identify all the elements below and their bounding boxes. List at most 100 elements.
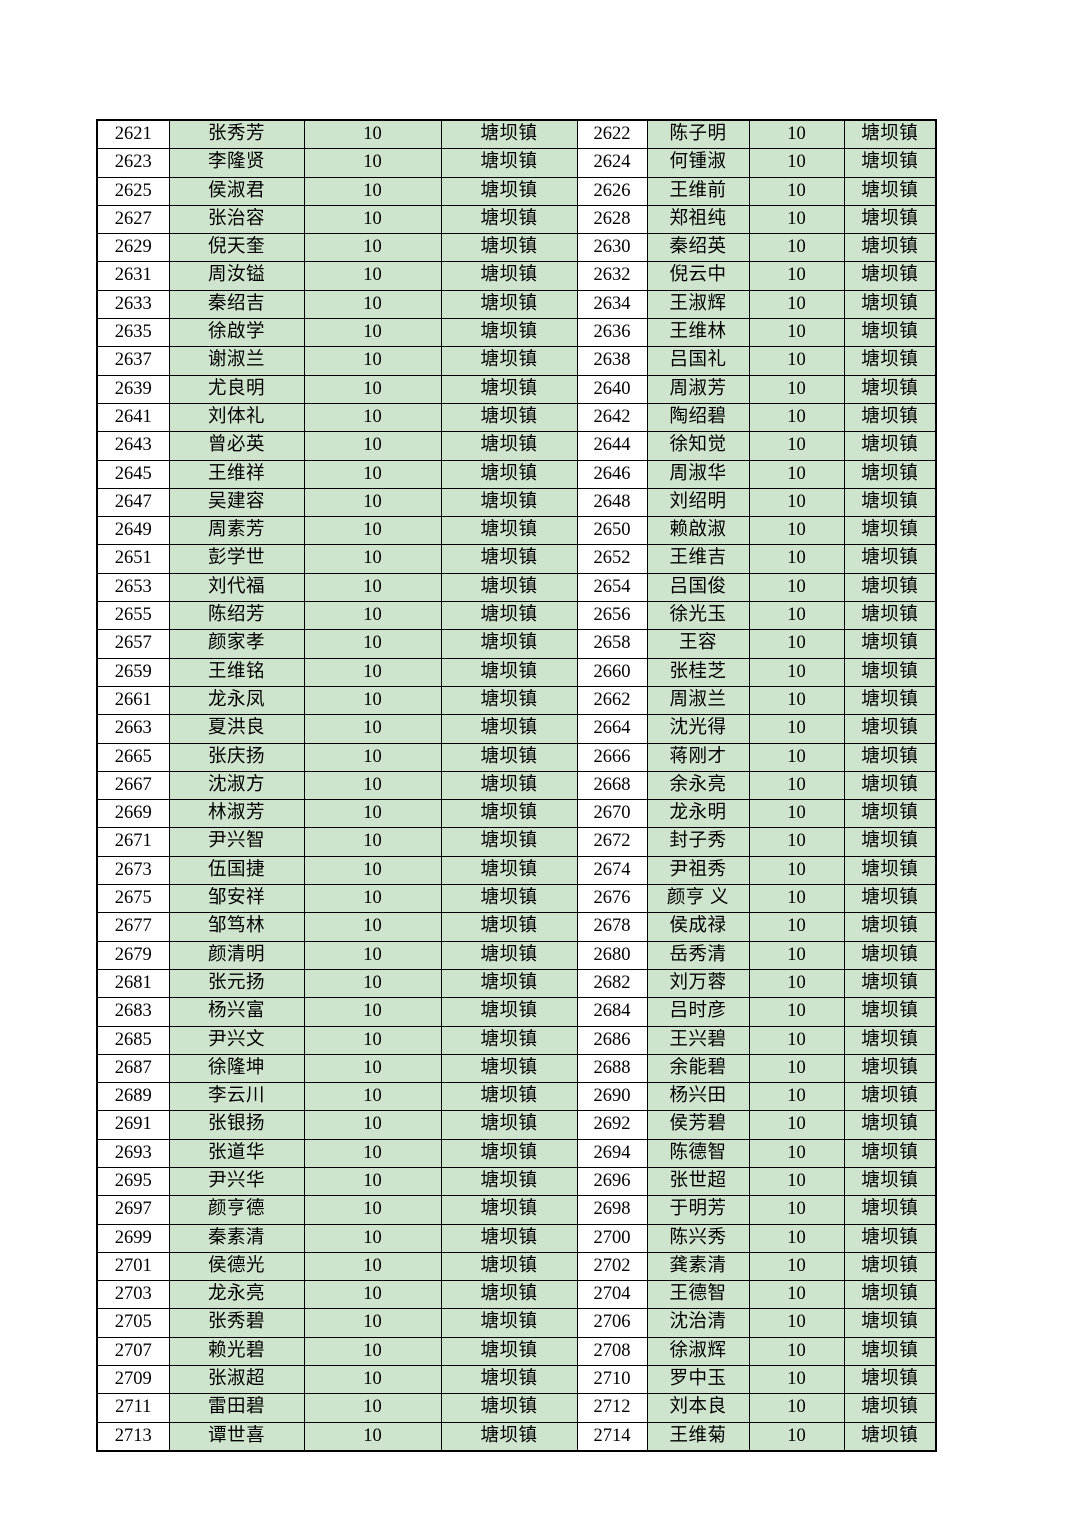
row-id-left: 2667	[96, 770, 170, 801]
table-row: 2661 龙永凤 10 塘坝镇 2662 周淑兰 10 塘坝镇	[96, 685, 937, 716]
row-id-right: 2694	[576, 1138, 648, 1168]
row-amount-left: 10	[303, 968, 442, 999]
row-town-right: 塘坝镇	[843, 1223, 937, 1253]
row-town-left: 塘坝镇	[440, 827, 578, 857]
row-town-right: 塘坝镇	[843, 657, 937, 687]
row-name-left: 刘代福	[168, 572, 305, 603]
row-amount-right: 10	[748, 1308, 845, 1338]
row-id-left: 2693	[96, 1138, 170, 1168]
row-id-left: 2709	[96, 1365, 170, 1395]
row-town-left: 塘坝镇	[440, 1110, 578, 1140]
row-name-left: 伍国捷	[168, 855, 305, 886]
row-amount-left: 10	[303, 261, 442, 291]
row-town-right: 塘坝镇	[843, 855, 937, 886]
row-town-left: 塘坝镇	[440, 176, 578, 206]
table-row: 2707 赖光碧 10 塘坝镇 2708 徐淑辉 10 塘坝镇	[96, 1336, 937, 1367]
row-id-left: 2651	[96, 544, 170, 574]
row-amount-right: 10	[748, 119, 845, 150]
row-name-right: 岳秀清	[646, 940, 750, 970]
row-id-left: 2669	[96, 799, 170, 829]
row-name-right: 龚素清	[646, 1251, 750, 1282]
row-town-right: 塘坝镇	[843, 799, 937, 829]
row-amount-left: 10	[303, 912, 442, 942]
row-town-left: 塘坝镇	[440, 1082, 578, 1112]
row-town-left: 塘坝镇	[440, 799, 578, 829]
row-town-left: 塘坝镇	[440, 148, 578, 178]
row-amount-right: 10	[748, 629, 845, 659]
row-town-right: 塘坝镇	[843, 940, 937, 970]
row-name-right: 吕国礼	[646, 346, 750, 376]
row-name-left: 尹兴文	[168, 1025, 305, 1055]
row-town-left: 塘坝镇	[440, 1393, 578, 1423]
row-amount-left: 10	[303, 1336, 442, 1367]
row-town-right: 塘坝镇	[843, 318, 937, 348]
row-town-left: 塘坝镇	[440, 855, 578, 886]
row-town-left: 塘坝镇	[440, 1053, 578, 1084]
row-id-left: 2685	[96, 1025, 170, 1055]
row-town-right: 塘坝镇	[843, 1393, 937, 1423]
row-amount-right: 10	[748, 176, 845, 206]
row-name-right: 王维前	[646, 176, 750, 206]
row-name-left: 侯淑君	[168, 176, 305, 206]
row-name-left: 沈淑方	[168, 770, 305, 801]
table-row: 2667 沈淑方 10 塘坝镇 2668 余永亮 10 塘坝镇	[96, 770, 937, 801]
row-name-right: 周淑华	[646, 459, 750, 489]
row-name-right: 王维吉	[646, 544, 750, 574]
table-row: 2659 王维铭 10 塘坝镇 2660 张桂芝 10 塘坝镇	[96, 657, 937, 687]
row-id-right: 2706	[576, 1308, 648, 1338]
row-id-left: 2689	[96, 1082, 170, 1112]
row-town-right: 塘坝镇	[843, 487, 937, 518]
row-name-right: 刘绍明	[646, 487, 750, 518]
row-town-right: 塘坝镇	[843, 968, 937, 999]
row-id-right: 2710	[576, 1365, 648, 1395]
row-amount-left: 10	[303, 601, 442, 631]
row-amount-right: 10	[748, 572, 845, 603]
row-name-right: 封子秀	[646, 827, 750, 857]
row-town-left: 塘坝镇	[440, 940, 578, 970]
row-id-left: 2637	[96, 346, 170, 376]
row-amount-right: 10	[748, 459, 845, 489]
row-name-left: 谭世喜	[168, 1421, 305, 1452]
row-id-right: 2646	[576, 459, 648, 489]
row-name-left: 王维铭	[168, 657, 305, 687]
row-id-right: 2692	[576, 1110, 648, 1140]
row-id-left: 2657	[96, 629, 170, 659]
row-id-right: 2658	[576, 629, 648, 659]
row-name-right: 陈兴秀	[646, 1223, 750, 1253]
row-amount-left: 10	[303, 572, 442, 603]
row-amount-right: 10	[748, 261, 845, 291]
table-row: 2671 尹兴智 10 塘坝镇 2672 封子秀 10 塘坝镇	[96, 827, 937, 857]
row-name-left: 陈绍芳	[168, 601, 305, 631]
row-town-right: 塘坝镇	[843, 148, 937, 178]
row-name-left: 张银扬	[168, 1110, 305, 1140]
row-name-right: 侯成禄	[646, 912, 750, 942]
row-id-right: 2634	[576, 289, 648, 320]
row-amount-left: 10	[303, 997, 442, 1027]
row-id-left: 2623	[96, 148, 170, 178]
row-amount-left: 10	[303, 402, 442, 433]
row-id-right: 2704	[576, 1280, 648, 1310]
row-amount-left: 10	[303, 119, 442, 150]
row-town-right: 塘坝镇	[843, 1421, 937, 1452]
row-amount-right: 10	[748, 1251, 845, 1282]
row-id-right: 2686	[576, 1025, 648, 1055]
row-id-left: 2679	[96, 940, 170, 970]
row-name-right: 王维菊	[646, 1421, 750, 1452]
row-id-right: 2696	[576, 1166, 648, 1197]
row-amount-right: 10	[748, 544, 845, 574]
row-name-right: 秦绍英	[646, 233, 750, 263]
table-row: 2697 颜亨德 10 塘坝镇 2698 于明芳 10 塘坝镇	[96, 1195, 937, 1225]
row-amount-left: 10	[303, 1082, 442, 1112]
row-town-right: 塘坝镇	[843, 1110, 937, 1140]
row-amount-right: 10	[748, 1393, 845, 1423]
row-id-right: 2662	[576, 685, 648, 716]
row-name-right: 蒋刚才	[646, 742, 750, 772]
row-name-left: 雷田碧	[168, 1393, 305, 1423]
row-amount-left: 10	[303, 431, 442, 461]
row-id-right: 2666	[576, 742, 648, 772]
row-town-left: 塘坝镇	[440, 968, 578, 999]
row-name-right: 吕国俊	[646, 572, 750, 603]
row-amount-left: 10	[303, 1393, 442, 1423]
row-amount-right: 10	[748, 1138, 845, 1168]
row-name-right: 吕时彦	[646, 997, 750, 1027]
